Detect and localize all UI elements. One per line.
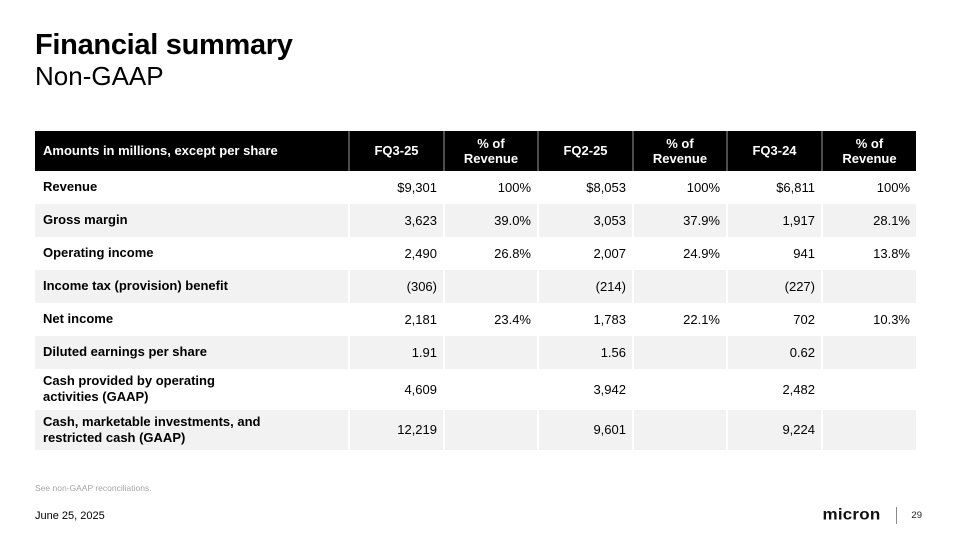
cell-value: 2,490: [348, 237, 444, 270]
cell-value: [443, 336, 538, 369]
cell-value: [443, 369, 538, 410]
table-header-row: Amounts in millions, except per share FQ…: [35, 131, 916, 171]
row-label: Diluted earnings per share: [43, 344, 207, 360]
cell-value: 1.91: [348, 336, 444, 369]
cell-value: [632, 409, 727, 450]
cell-value: (306): [348, 270, 444, 303]
cell-value: (227): [726, 270, 822, 303]
footnote: See non-GAAP reconciliations.: [35, 483, 152, 493]
column-header-pct-revenue-3: % of Revenue: [821, 131, 916, 171]
cell-value: [443, 270, 538, 303]
cell-value: 39.0%: [443, 204, 538, 237]
cell-value: 941: [726, 237, 822, 270]
cell-value: 100%: [443, 171, 538, 204]
table-row-revenue: Revenue $9,301 100% $8,053 100% $6,811 1…: [35, 171, 916, 204]
column-header-amounts: Amounts in millions, except per share: [35, 131, 349, 171]
cell-value: 13.8%: [821, 237, 916, 270]
cell-value: 2,007: [537, 237, 633, 270]
cell-value: 10.3%: [821, 303, 916, 336]
row-label: Operating income: [43, 245, 154, 261]
cell-value: [821, 270, 916, 303]
row-label: Revenue: [43, 179, 98, 195]
row-label: Cash, marketable investments, and restri…: [43, 413, 261, 445]
cell-value: 9,224: [726, 409, 822, 450]
cell-value: 100%: [821, 171, 916, 204]
cell-value: $8,053: [537, 171, 633, 204]
cell-value: 12,219: [348, 409, 444, 450]
cell-value: (214): [537, 270, 633, 303]
column-header-fq3-25: FQ3-25: [348, 131, 444, 171]
cell-value: [443, 409, 538, 450]
column-header-fq2-25: FQ2-25: [537, 131, 633, 171]
cell-value: 2,482: [726, 369, 822, 410]
cell-value: 3,053: [537, 204, 633, 237]
cell-value: 22.1%: [632, 303, 727, 336]
page-subtitle: Non-GAAP: [35, 61, 164, 92]
cell-value: 2,181: [348, 303, 444, 336]
cell-value: [821, 336, 916, 369]
cell-value: 9,601: [537, 409, 633, 450]
cell-value: $9,301: [348, 171, 444, 204]
cell-value: 26.8%: [443, 237, 538, 270]
cell-value: [632, 336, 727, 369]
slide-date: June 25, 2025: [35, 510, 105, 522]
cell-value: [821, 369, 916, 410]
cell-value: [632, 369, 727, 410]
table-row-gross-margin: Gross margin 3,623 39.0% 3,053 37.9% 1,9…: [35, 204, 916, 237]
cell-value: 23.4%: [443, 303, 538, 336]
financial-table: Amounts in millions, except per share FQ…: [35, 131, 916, 450]
row-label: Gross margin: [43, 212, 128, 228]
table-row-cash-investments: Cash, marketable investments, and restri…: [35, 409, 916, 450]
cell-value: 3,623: [348, 204, 444, 237]
cell-value: 4,609: [348, 369, 444, 410]
cell-value: 702: [726, 303, 822, 336]
column-header-pct-revenue-2: % of Revenue: [632, 131, 727, 171]
cell-value: [821, 409, 916, 450]
table-row-net-income: Net income 2,181 23.4% 1,783 22.1% 702 1…: [35, 303, 916, 336]
column-header-fq3-24: FQ3-24: [726, 131, 822, 171]
cell-value: 1,783: [537, 303, 633, 336]
row-label: Income tax (provision) benefit: [43, 278, 228, 294]
cell-value: 3,942: [537, 369, 633, 410]
cell-value: 100%: [632, 171, 727, 204]
page-number: 29: [911, 510, 922, 521]
row-label: Cash provided by operating activities (G…: [43, 373, 215, 405]
table-row-income-tax: Income tax (provision) benefit (306) (21…: [35, 270, 916, 303]
column-header-pct-revenue-1: % of Revenue: [443, 131, 538, 171]
cell-value: $6,811: [726, 171, 822, 204]
cell-value: 0.62: [726, 336, 822, 369]
footer-right: micron 29: [823, 506, 922, 525]
cell-value: [632, 270, 727, 303]
page-title: Financial summary: [35, 29, 293, 61]
cell-value: 1.56: [537, 336, 633, 369]
cell-value: 1,917: [726, 204, 822, 237]
title-block: Financial summary Non-GAAP: [35, 29, 293, 92]
table-row-diluted-eps: Diluted earnings per share 1.91 1.56 0.6…: [35, 336, 916, 369]
row-label: Net income: [43, 311, 114, 327]
table-row-operating-income: Operating income 2,490 26.8% 2,007 24.9%…: [35, 237, 916, 270]
cell-value: 37.9%: [632, 204, 727, 237]
cell-value: 28.1%: [821, 204, 916, 237]
footer-divider: [896, 507, 898, 524]
cell-value: 24.9%: [632, 237, 727, 270]
micron-logo: micron: [822, 505, 881, 524]
table-row-cash-operating: Cash provided by operating activities (G…: [35, 369, 916, 410]
